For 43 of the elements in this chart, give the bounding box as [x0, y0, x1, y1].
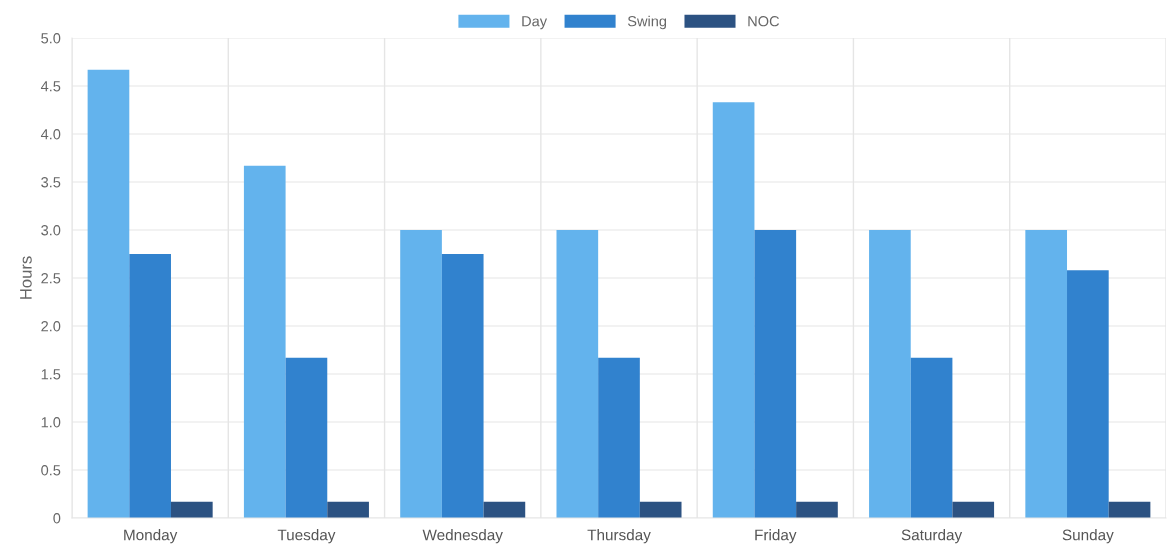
bar: [243, 165, 286, 518]
y-tick-label: 2.0: [41, 321, 61, 332]
y-tick-label: 2.5: [41, 273, 61, 284]
bar: [285, 357, 328, 518]
x-tick-label: Sunday: [1062, 529, 1114, 544]
x-tick-label: Monday: [124, 529, 178, 544]
bar: [441, 254, 484, 518]
y-axis-title: Hours: [20, 256, 32, 299]
bar: [87, 69, 130, 518]
y-tick-label: 0.5: [41, 465, 61, 476]
bar: [639, 501, 682, 518]
y-tick-label: 1.0: [41, 417, 61, 428]
y-tick-label: 1.5: [41, 369, 61, 380]
bar: [170, 501, 213, 518]
x-tick-label: Wednesday: [422, 529, 503, 544]
legend-label: NOC: [748, 16, 780, 27]
y-tick-label: 4.0: [40, 129, 61, 140]
bar: [556, 230, 599, 518]
y-tick-label: 0: [53, 513, 61, 524]
bar: [129, 254, 171, 518]
bar: [1025, 230, 1068, 518]
bar: [598, 357, 640, 518]
bar: [796, 501, 838, 518]
bar: [754, 230, 797, 518]
y-tick-label: 3.5: [41, 177, 61, 188]
x-tick-label: Friday: [755, 529, 797, 544]
legend-label: Swing: [627, 15, 667, 30]
bar: [483, 501, 526, 518]
x-tick-label: Saturday: [901, 529, 963, 544]
x-tick-label: Thursday: [587, 529, 651, 544]
bar: [1108, 501, 1151, 518]
x-tick-label: Tuesday: [277, 529, 336, 544]
bar: [400, 230, 442, 518]
bar: [910, 357, 953, 518]
bar: [327, 501, 369, 518]
bar: [869, 230, 911, 518]
legend-label: Day: [522, 16, 548, 30]
bar: [952, 501, 995, 518]
bar: [712, 102, 755, 518]
y-tick-label: 3.0: [41, 225, 61, 236]
y-tick-label: 5.0: [41, 33, 61, 44]
bar: [1067, 270, 1109, 518]
y-tick-label: 4.5: [40, 81, 61, 92]
